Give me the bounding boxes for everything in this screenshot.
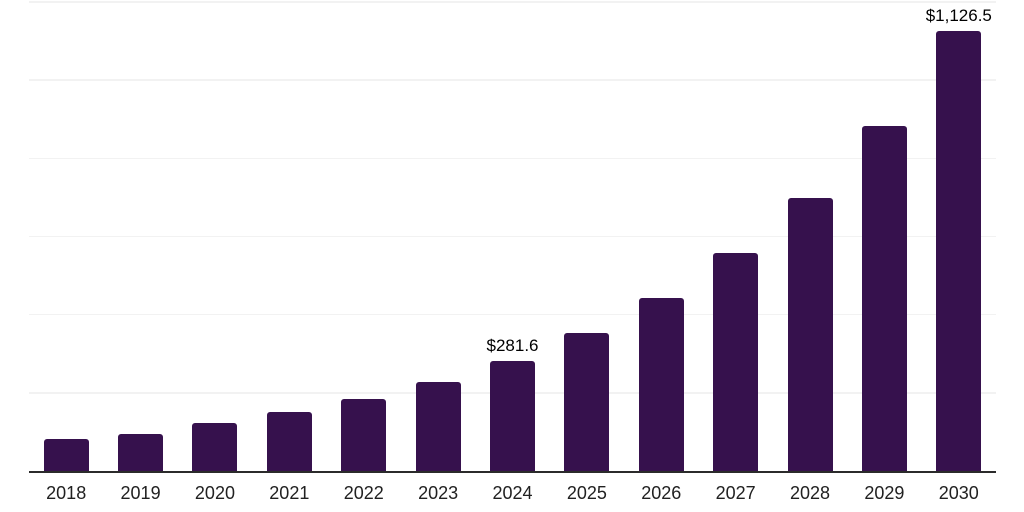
x-tick-2022: 2022 [343,483,384,503]
x-tick-2019: 2019 [120,483,161,503]
bar-2028 [787,198,833,471]
x-tick-2024: 2024 [492,483,533,503]
x-tick-2026: 2026 [641,483,682,503]
x-tick-2028: 2028 [790,483,831,503]
x-axis: 2018 2019 2020 2021 2022 2023 2024 2025 2026 2027… [29,483,996,505]
bar-2029 [861,126,907,471]
gridline-800 [29,157,996,160]
x-tick-2021: 2021 [269,483,310,503]
gridline-400 [29,313,996,316]
x-tick-2027: 2027 [715,483,756,503]
bar-2030 [936,30,982,471]
bar-2018 [43,439,89,471]
data-label-2024: $281.6 [486,335,539,355]
plot-area: $281.6 $1,126.5 [29,1,996,473]
gridline-1000 [29,79,996,81]
bar-2027 [713,253,759,471]
data-label-2030: $1,126.5 [925,5,992,25]
x-tick-2025: 2025 [566,483,607,503]
bar-2022 [341,399,387,471]
bar-2019 [118,433,164,471]
x-tick-2020: 2020 [194,483,235,503]
x-tick-2023: 2023 [418,483,459,503]
bar-2024 [490,360,535,471]
x-tick-2030: 2030 [938,483,979,503]
x-tick-2029: 2029 [864,483,905,503]
gridline-600 [29,235,996,238]
bar-2026 [638,298,684,471]
bar-2023 [415,382,461,471]
bar-2025 [564,333,610,471]
bar-2021 [266,411,312,471]
gridline-1200 [29,1,996,3]
bar-2020 [192,422,238,471]
x-tick-2018: 2018 [46,483,87,503]
